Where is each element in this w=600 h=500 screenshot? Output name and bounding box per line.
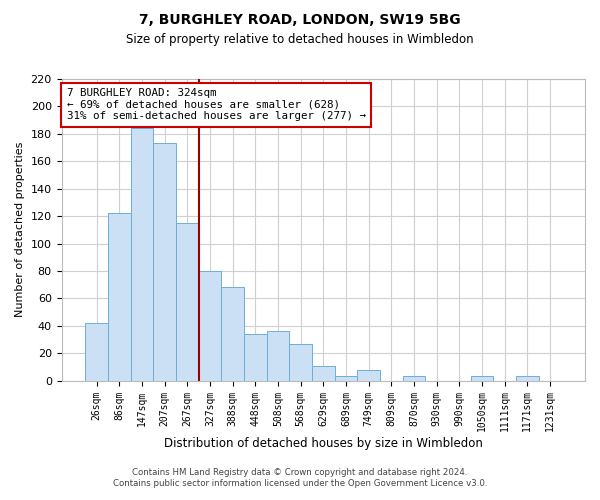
Bar	[516, 376, 539, 380]
Text: 7 BURGHLEY ROAD: 324sqm
← 69% of detached houses are smaller (628)
31% of semi-d: 7 BURGHLEY ROAD: 324sqm ← 69% of detache…	[67, 88, 366, 121]
Bar	[312, 366, 335, 380]
Bar	[289, 344, 312, 380]
X-axis label: Distribution of detached houses by size in Wimbledon: Distribution of detached houses by size …	[164, 437, 483, 450]
Text: Contains HM Land Registry data © Crown copyright and database right 2024.
Contai: Contains HM Land Registry data © Crown c…	[113, 468, 487, 487]
Bar	[335, 376, 357, 380]
Bar	[357, 370, 380, 380]
Bar	[108, 214, 131, 380]
Text: 7, BURGHLEY ROAD, LONDON, SW19 5BG: 7, BURGHLEY ROAD, LONDON, SW19 5BG	[139, 12, 461, 26]
Bar	[176, 223, 199, 380]
Bar	[199, 271, 221, 380]
Bar	[403, 376, 425, 380]
Y-axis label: Number of detached properties: Number of detached properties	[15, 142, 25, 318]
Bar	[154, 144, 176, 380]
Text: Size of property relative to detached houses in Wimbledon: Size of property relative to detached ho…	[126, 32, 474, 46]
Bar	[131, 128, 154, 380]
Bar	[244, 334, 266, 380]
Bar	[266, 331, 289, 380]
Bar	[221, 288, 244, 380]
Bar	[470, 376, 493, 380]
Bar	[85, 323, 108, 380]
